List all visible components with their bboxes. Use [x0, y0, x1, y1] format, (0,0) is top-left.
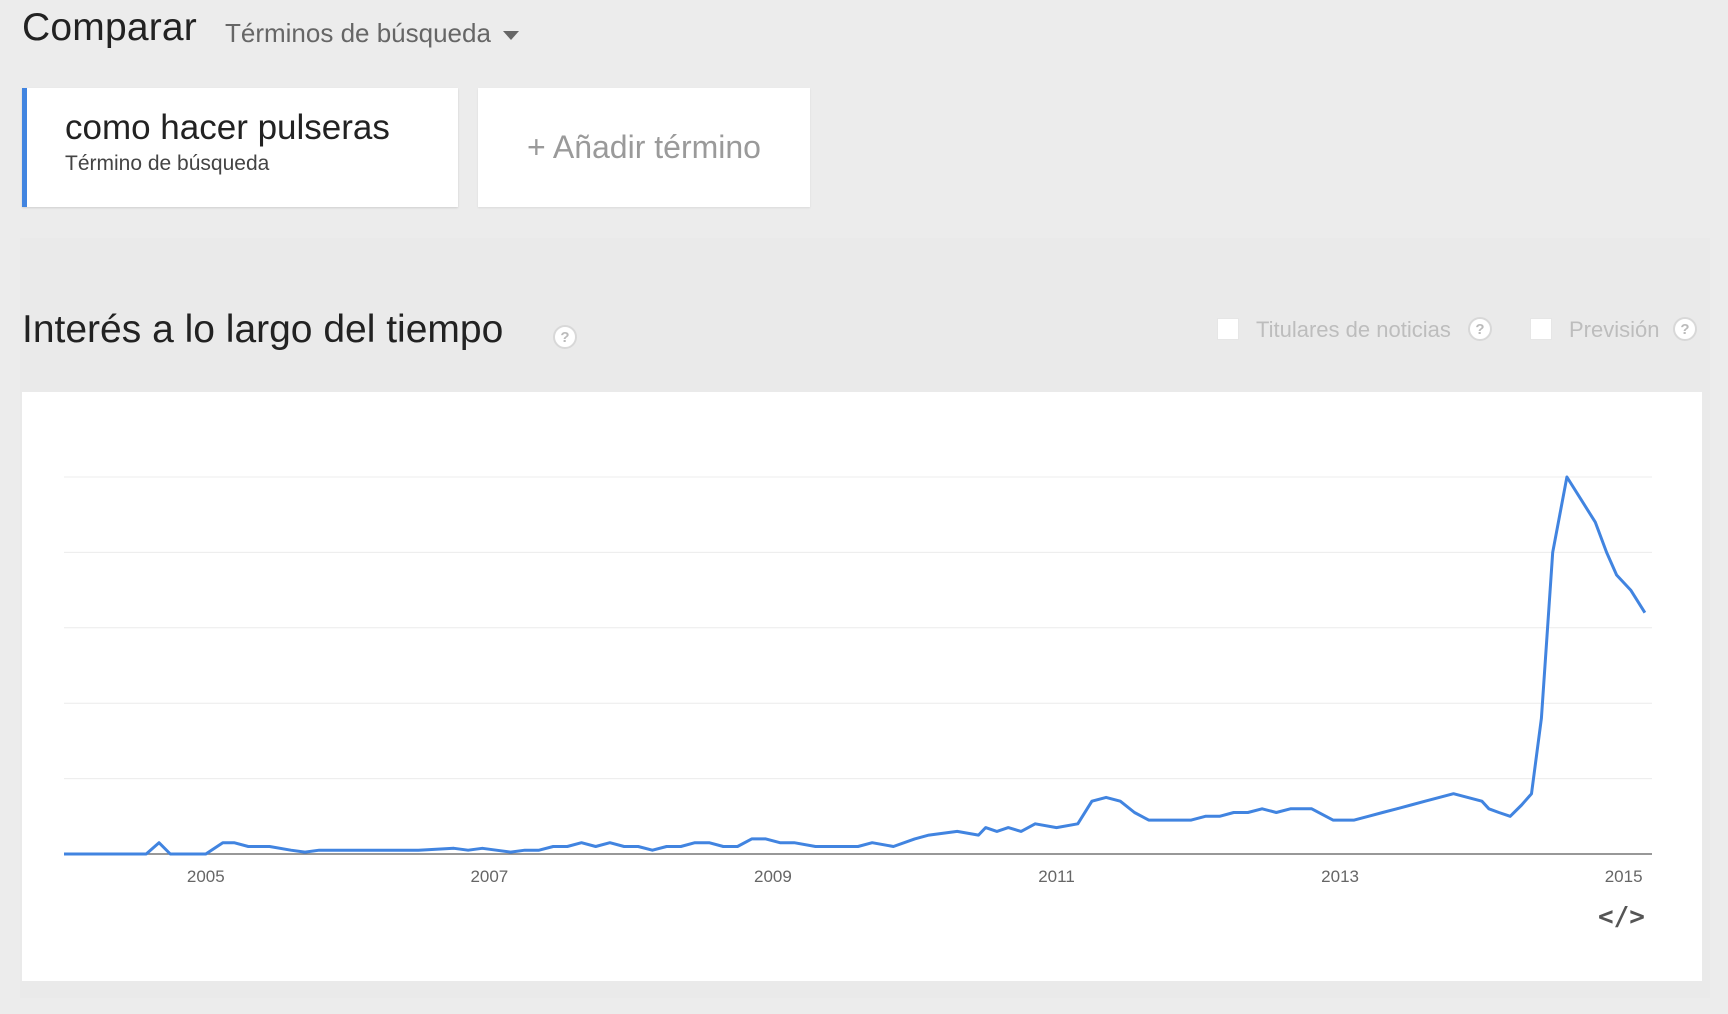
- x-tick-label: 2013: [1321, 867, 1359, 886]
- x-tick-label: 2015: [1605, 867, 1643, 886]
- x-tick-label: 2005: [187, 867, 225, 886]
- dropdown-label: Términos de búsqueda: [225, 18, 491, 48]
- x-tick-label: 2011: [1038, 867, 1075, 886]
- page-title: Comparar: [22, 6, 197, 49]
- interest-chart: 2005 2007 2009 2011 2013 2015 </>: [22, 392, 1702, 981]
- x-tick-label: 2009: [754, 867, 792, 886]
- search-term-name: como hacer pulseras: [65, 108, 390, 147]
- forecast-label: Previsión: [1569, 317, 1660, 342]
- x-tick-label: 2007: [470, 867, 508, 886]
- forecast-checkbox[interactable]: [1530, 318, 1552, 340]
- chevron-down-icon: [502, 31, 519, 40]
- search-term-type: Término de búsqueda: [65, 152, 270, 175]
- news-headlines-help-icon[interactable]: ?: [1468, 317, 1492, 341]
- news-headlines-checkbox[interactable]: [1217, 318, 1239, 340]
- section-title: Interés a lo largo del tiempo: [22, 308, 504, 351]
- help-icon[interactable]: ?: [553, 325, 577, 349]
- search-term-card[interactable]: como hacer pulseras Término de búsqueda: [22, 88, 458, 207]
- forecast-help-icon[interactable]: ?: [1673, 317, 1697, 341]
- interest-chart-svg: 2005 2007 2009 2011 2013 2015: [64, 475, 1652, 886]
- terms-type-dropdown[interactable]: Términos de búsqueda: [225, 18, 519, 49]
- embed-code-icon[interactable]: </>: [1598, 902, 1645, 932]
- add-term-button[interactable]: + Añadir término: [478, 88, 810, 207]
- series-line-como-hacer-pulseras: [64, 475, 1647, 856]
- news-headlines-label: Titulares de noticias: [1256, 317, 1451, 342]
- add-term-label: + Añadir término: [527, 129, 761, 165]
